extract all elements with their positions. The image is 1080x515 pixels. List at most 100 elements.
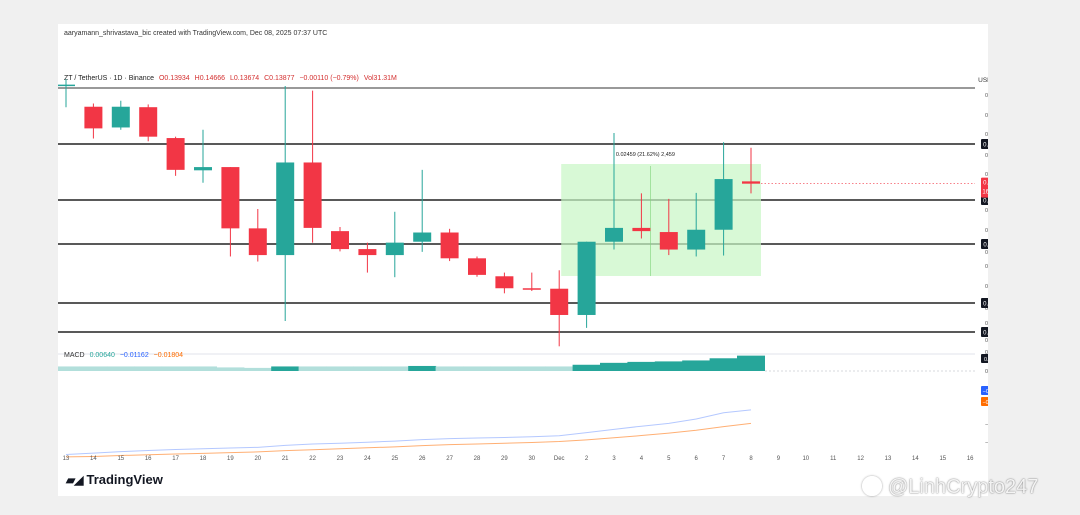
macd-histogram-bar	[161, 366, 190, 371]
macd-line	[65, 409, 752, 456]
signal-value-label-bg	[981, 397, 988, 406]
level-price-label-bg	[981, 139, 988, 149]
price-tick-label: 0.15000	[985, 113, 988, 119]
close-value: C0.13877	[264, 75, 295, 82]
low-value: L0.13674	[229, 75, 260, 82]
price-tick-label: 0.11100	[985, 284, 988, 290]
candle-body	[632, 227, 651, 232]
tradingview-logo-icon: ▰◢	[66, 473, 83, 487]
x-tick-label: 20	[254, 456, 261, 462]
macd-histogram-bar	[271, 366, 300, 371]
macd-histogram-bar	[545, 366, 574, 371]
level-price-label: 0.10286	[983, 331, 988, 337]
candle-body	[84, 106, 103, 129]
x-tick-label: 22	[309, 456, 316, 462]
macd-histogram-bar	[737, 355, 765, 371]
x-tick-label: 30	[528, 456, 535, 462]
candle-body	[742, 181, 760, 184]
candle-body	[468, 258, 486, 275]
x-tick-label: 11	[830, 456, 837, 462]
candle-body	[714, 179, 733, 230]
x-tick-label: 13	[885, 456, 892, 462]
macd-legend-hist: 0.00640	[89, 352, 115, 359]
x-tick-label: 16	[145, 456, 152, 462]
high-value: H0.14666	[194, 75, 226, 82]
macd-histogram-bar	[600, 362, 628, 371]
price-tick-label: 0.12300	[985, 228, 988, 234]
signal-value-label: −0.01804	[982, 400, 988, 406]
macd-histogram-bar	[627, 361, 656, 371]
x-tick-label: 7	[722, 456, 726, 462]
x-tick-label: 16	[967, 456, 974, 462]
x-tick-label: 24	[364, 456, 371, 462]
level-price-label: 0.14332	[983, 143, 988, 149]
macd-histogram-bar	[79, 366, 108, 371]
macd-histogram-bar	[189, 366, 217, 371]
x-tick-label: 6	[695, 456, 699, 462]
candle-body	[605, 227, 623, 242]
candle-body	[248, 228, 267, 256]
candle-body	[58, 84, 75, 87]
macd-histogram-bar	[408, 365, 437, 371]
candle-body	[194, 167, 212, 171]
candle-body	[276, 162, 295, 256]
symbol-label[interactable]: ZT / TetherUS · 1D · Binance	[64, 75, 154, 82]
currency-label: USDT	[978, 77, 988, 84]
candle-body	[139, 107, 158, 137]
macd-histogram-bar	[654, 361, 683, 371]
candle-body	[577, 241, 596, 315]
current-price-label-bg	[981, 177, 988, 198]
price-tick-label: 0.14500	[985, 132, 988, 138]
price-tick-label: 0.10700	[985, 306, 988, 312]
candle-body	[166, 138, 185, 170]
macd-histogram-bar	[435, 366, 464, 371]
macd-histogram-bar	[353, 366, 382, 371]
macd-histogram-bar	[243, 367, 272, 371]
macd-histogram-bar	[517, 366, 546, 371]
x-tick-label: 28	[474, 456, 481, 462]
price-tick-label: 0.13500	[985, 172, 988, 178]
price-chart[interactable]: USDT 0.15500 0.15000 0.14500 0.14000 0.13500 0…	[58, 24, 988, 464]
candle-body	[440, 232, 459, 259]
macd-tick-label: −0.03000	[985, 422, 988, 428]
price-tick-label: 0.12700	[985, 208, 988, 214]
x-tick-label: Dec	[554, 456, 565, 462]
price-tick-label: 0.10400	[985, 321, 988, 327]
price-tick-label: 0.11900	[985, 250, 988, 256]
candle-body	[522, 288, 541, 290]
x-tick-label: 9	[777, 456, 781, 462]
x-tick-label: 25	[391, 456, 398, 462]
level-price-label-bg	[981, 298, 988, 308]
level-price-label-bg	[981, 327, 988, 337]
x-tick-label: 8	[749, 456, 753, 462]
x-tick-label: 14	[912, 456, 919, 462]
macd-histogram-bar	[216, 367, 245, 371]
x-tick-label: 5	[667, 456, 671, 462]
x-tick-label: 12	[857, 456, 864, 462]
candle-body	[550, 288, 569, 315]
x-tick-label: 27	[446, 456, 453, 462]
macd-histogram-bar	[490, 366, 519, 371]
macd-histogram-bar	[298, 366, 327, 371]
tradingview-logo[interactable]: ▰◢ TradingView	[66, 472, 163, 487]
x-tick-label: 3	[612, 456, 616, 462]
price-tick-label: 0.10100	[985, 338, 988, 344]
macd-histogram-bar	[463, 366, 491, 371]
x-tick-label: 2	[585, 456, 589, 462]
x-tick-label: 21	[282, 456, 289, 462]
level-price-label: 0.10805	[983, 302, 988, 308]
watermark: @LinhCrypto247	[862, 476, 1038, 499]
level-price-label: 0.11993	[983, 243, 988, 249]
level-price-label: 0.12969	[983, 199, 988, 205]
price-tick-label: 0.15500	[985, 93, 988, 99]
macd-legend: MACD 0.00640 −0.01162 −0.01804	[64, 352, 183, 359]
macd-tick-label: −0.04000	[985, 440, 988, 446]
change-value: −0.00110 (−0.79%)	[299, 75, 359, 82]
x-tick-label: 17	[172, 456, 179, 462]
candle-body	[413, 232, 432, 242]
x-tick-label: 29	[501, 456, 508, 462]
x-tick-label: 15	[117, 456, 124, 462]
candle-body	[221, 167, 240, 229]
candle-body	[659, 232, 678, 250]
